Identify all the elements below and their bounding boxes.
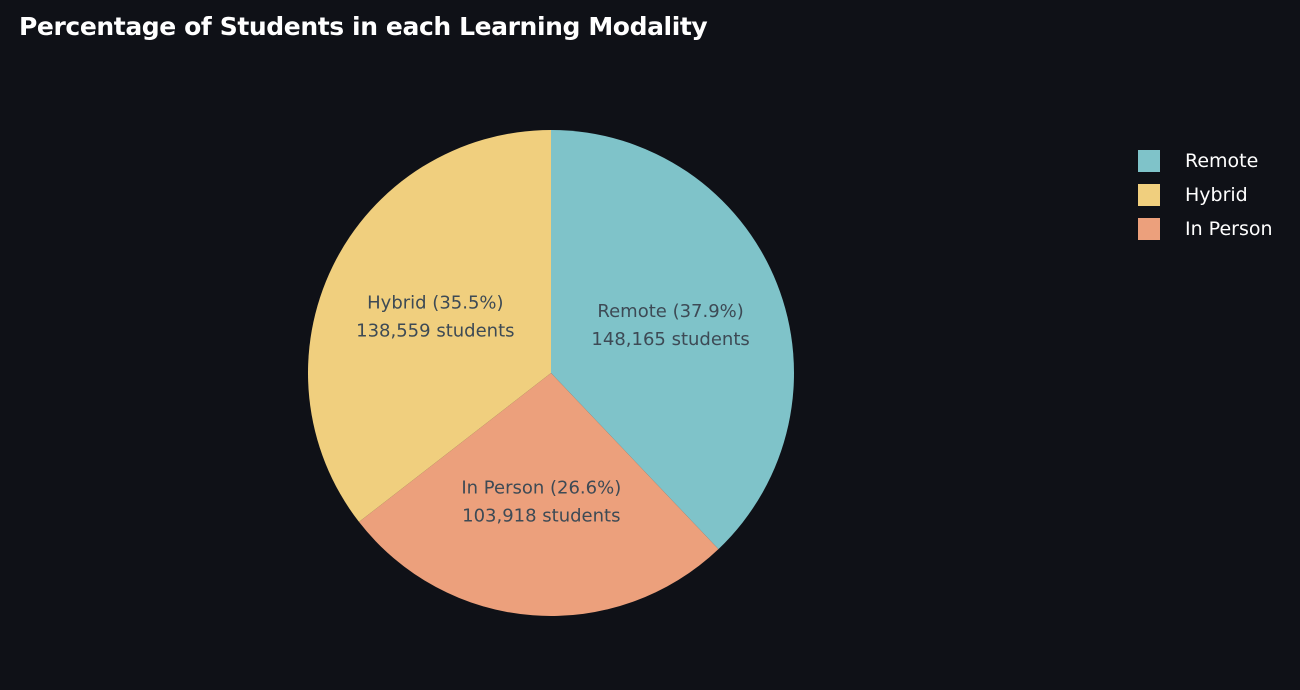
legend-swatch-hybrid <box>1138 184 1160 206</box>
legend-swatch-remote <box>1138 150 1160 172</box>
pie-labels: Remote (37.9%) 148,165 students In Person … <box>356 292 750 526</box>
slice-label-value-hybrid: 138,559 students <box>356 320 514 341</box>
legend-swatch-in-person <box>1138 218 1160 240</box>
pie-slice-remote[interactable] <box>551 130 794 550</box>
legend-item-in-person[interactable]: In Person <box>1138 212 1273 246</box>
slice-label-percent-remote: Remote (37.9%) <box>597 301 743 322</box>
slice-label-value-in-person: 103,918 students <box>462 505 620 526</box>
slice-label-percent-in-person: In Person (26.6%) <box>461 477 621 498</box>
legend-item-hybrid[interactable]: Hybrid <box>1138 178 1273 212</box>
legend-item-remote[interactable]: Remote <box>1138 144 1273 178</box>
pie-slice-hybrid[interactable] <box>308 130 551 522</box>
legend-label-remote: Remote <box>1185 150 1259 172</box>
slice-label-value-remote: 148,165 students <box>591 329 749 350</box>
legend-label-hybrid: Hybrid <box>1185 184 1248 206</box>
chart-title: Percentage of Students in each Learning … <box>19 12 708 41</box>
slice-label-percent-hybrid: Hybrid (35.5%) <box>367 292 503 313</box>
legend-label-in-person: In Person <box>1185 218 1273 240</box>
legend: Remote Hybrid In Person <box>1138 144 1273 246</box>
pie-slice-in-person[interactable] <box>358 373 719 616</box>
pie-slices <box>308 130 794 616</box>
